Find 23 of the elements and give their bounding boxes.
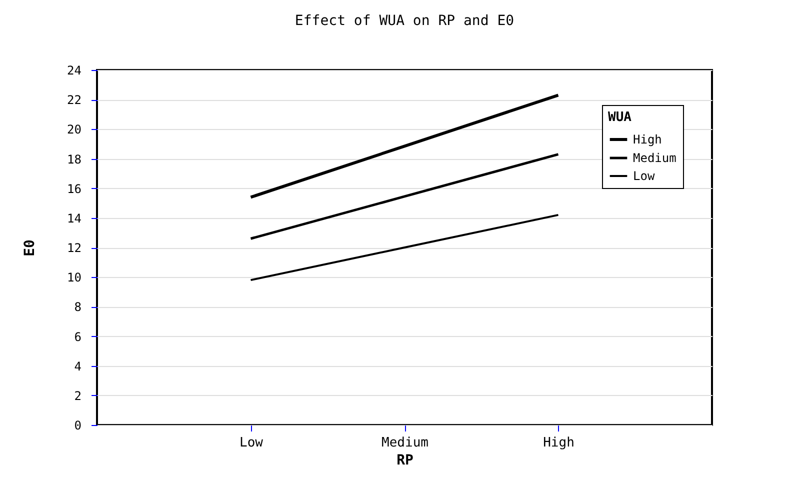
x-tick-label: Low (240, 436, 264, 450)
y-tick-label: 14 (67, 211, 82, 226)
y-tick-label: 10 (67, 270, 82, 285)
y-tick-label: 24 (67, 64, 82, 78)
y-tick-label: 4 (74, 359, 82, 374)
y-tick-label: 16 (67, 182, 82, 196)
y-axis-title: E0 (22, 240, 38, 256)
legend-label: High (633, 132, 662, 146)
y-tick-label: 20 (67, 122, 82, 137)
y-tick-label: 18 (67, 152, 82, 166)
legend-title: WUA (608, 110, 632, 125)
chart-title: Effect of WUA on RP and E0 (294, 13, 514, 29)
y-tick-label: 2 (74, 388, 82, 403)
y-tick-label: 6 (74, 330, 82, 344)
legend-label: Medium (633, 151, 676, 165)
y-tick-label: 12 (67, 241, 82, 255)
y-tick-label: 22 (67, 93, 82, 108)
x-tick-label: High (543, 436, 574, 450)
x-axis-title: RP (396, 452, 414, 468)
legend-label: Low (633, 169, 656, 183)
y-tick-label: 0 (74, 418, 82, 432)
x-tick-label: Medium (382, 436, 429, 450)
y-tick-label: 8 (74, 300, 82, 314)
